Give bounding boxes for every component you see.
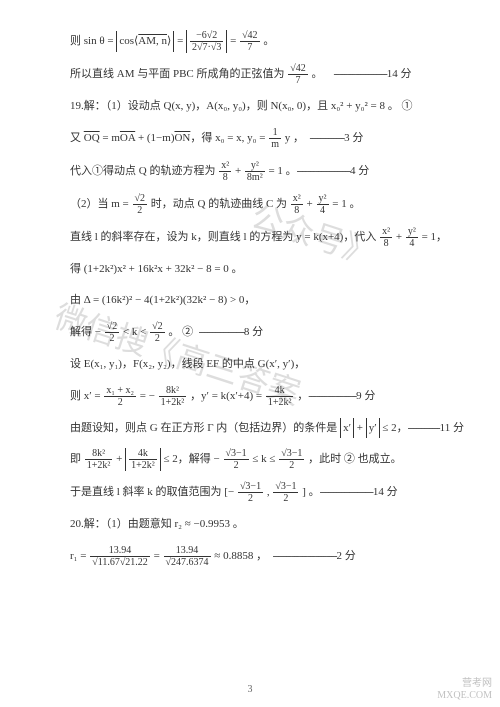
solution-line: 则 sin θ = cos⟨AM, n⟩ = −6√22√7·√3 = √427… xyxy=(70,30,445,53)
solution-line: 设 E(x₁, y₁)，F(x₂, y₂)，线段 EF 的中点 G(x′, y′… xyxy=(70,354,445,375)
solution-line: 即 8k²1+2k² + 4k1+2k² ≤ 2，解得 − √3−12 ≤ k … xyxy=(70,448,445,471)
solution-line: 所以直线 AM 与平面 PBC 所成角的正弦值为 √427 。 --------… xyxy=(70,63,445,86)
solution-line: 直线 l 的斜率存在，设为 k，则直线 l 的方程为 y = k(x+4)，代入… xyxy=(70,226,445,249)
solution-line: 解得 − √22 < k < √22 。 ② -----------------… xyxy=(70,321,445,344)
solution-line: 19.解：（1）设动点 Q(x, y)，A(x₀, y₀)，则 N(x₀, 0)… xyxy=(70,96,445,117)
page-content: 则 sin θ = cos⟨AM, n⟩ = −6√22√7·√3 = √427… xyxy=(0,0,500,598)
solution-line: 又 OQ = mOA + (1−m)ON，得 x₀ = x, y₀ = 1m y… xyxy=(70,127,445,150)
solution-line: 代入①得动点 Q 的轨迹方程为 x²8 + y²8m² = 1 。-------… xyxy=(70,160,445,183)
solution-line: （2）当 m = √22 时，动点 Q 的轨迹曲线 C 为 x²8 + y²4 … xyxy=(70,193,445,216)
solution-line: 于是直线 l 斜率 k 的取值范围为 [− √3−12 , √3−12 ] 。-… xyxy=(70,481,445,504)
solution-line: r₁ = 13.94√11.67√21.22 = 13.94√247.6374 … xyxy=(70,545,445,568)
solution-line: 则 x′ = x₁ + x₂2 = − 8k²1+2k² ，y′ = k(x′+… xyxy=(70,385,445,408)
solution-line: 由题设知，则点 G 在正方形 Γ 内（包括边界）的条件是 x′ + y′ ≤ 2… xyxy=(70,418,445,439)
solution-line: 由 Δ = (16k²)² − 4(1+2k²)(32k² − 8) > 0， xyxy=(70,290,445,311)
solution-line: 得 (1+2k²)x² + 16k²x + 32k² − 8 = 0 。 xyxy=(70,259,445,280)
page-number: 3 xyxy=(0,684,500,695)
corner-watermark: 营考网 MXQE.COM xyxy=(437,678,492,702)
solution-line: 20.解：（1）由题意知 r₂ ≈ −0.9953 。 xyxy=(70,514,445,535)
